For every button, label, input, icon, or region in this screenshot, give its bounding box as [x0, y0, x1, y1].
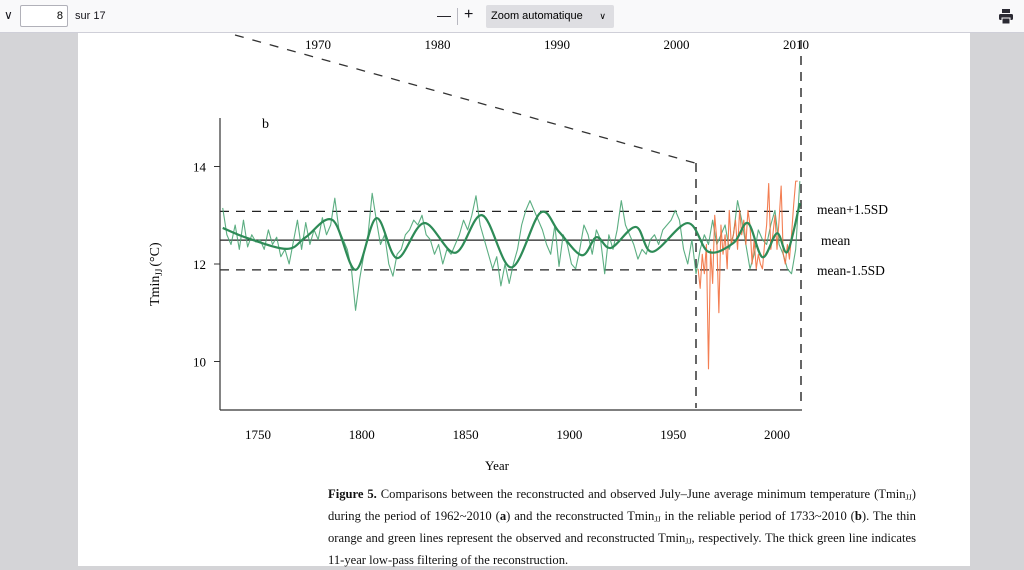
axes: 10 12 14 1750 1800 1850 1900 1950 2000 [193, 118, 802, 442]
reference-label: mean-1.5SD [817, 263, 885, 278]
caption-sub: JJ [905, 493, 912, 502]
figure-caption: Figure 5. Comparisons between the recons… [328, 485, 916, 570]
caption-sub: JJ [654, 515, 661, 524]
y-tick-label: 14 [193, 160, 207, 175]
reference-label: mean [821, 233, 850, 248]
reference-label: mean+1.5SD [817, 202, 888, 217]
y-label-sub: JJ [154, 268, 164, 276]
x-tick-label: 1950 [660, 427, 686, 442]
printer-icon[interactable] [999, 9, 1013, 24]
panel-a-x-tick-label: 1990 [544, 37, 570, 52]
page-total-label: sur 17 [75, 10, 106, 22]
zoom-in-button[interactable]: + [464, 6, 474, 23]
chevron-down-icon: ∨ [599, 11, 606, 21]
y-tick-label: 10 [193, 355, 206, 370]
low-pass-filtered-line [222, 202, 801, 271]
chevron-down-icon[interactable]: ∨ [4, 8, 13, 22]
caption-text: in the reliable period of 1733~2010 ( [660, 509, 855, 523]
reference-lines: mean+1.5SD mean mean-1.5SD [220, 202, 888, 278]
x-tick-label: 1850 [453, 427, 479, 442]
y-label-main: Tmin [148, 276, 163, 306]
panel-a-remnant: 1970 1980 1990 2000 2010 [234, 34, 809, 408]
y-label-unit: (°C) [148, 242, 163, 267]
panel-a-x-tick-label: 1980 [425, 37, 451, 52]
y-axis-label: TminJJ(°C) [148, 242, 164, 306]
caption-text: ) and the reconstructed Tmin [506, 509, 655, 523]
panel-a-x-tick-label: 2000 [664, 37, 690, 52]
caption-figure-label: Figure 5. [328, 487, 377, 501]
x-axis-label: Year [485, 458, 510, 473]
x-tick-label: 1900 [556, 427, 582, 442]
caption-sub: JJ [685, 537, 692, 546]
panel-label-b: b [262, 117, 269, 132]
toolbar-separator [457, 8, 458, 25]
caption-panel-a: a [499, 509, 507, 523]
y-tick-label: 12 [193, 257, 206, 272]
svg-text:TminJJ(°C): TminJJ(°C) [148, 242, 164, 306]
caption-panel-b: b [854, 509, 862, 523]
caption-text: , respectively. The thick green line ind… [328, 531, 917, 567]
reconstructed-line [222, 181, 801, 311]
zoom-select[interactable]: Zoom automatique ∨ [486, 5, 614, 28]
pdf-page [78, 33, 970, 566]
zoom-connector-line [234, 34, 696, 164]
caption-text: ) during the period of 1962~2010 ( [328, 487, 916, 523]
observed-line [697, 180, 798, 370]
panel-a-x-tick-label: 1970 [305, 37, 331, 52]
caption-text: ). The thin orange and green lines repre… [328, 509, 916, 545]
x-tick-label: 1800 [349, 427, 375, 442]
x-tick-label: 1750 [245, 427, 271, 442]
zoom-select-value: Zoom automatique [491, 10, 583, 22]
caption-text: Comparisons between the reconstructed an… [376, 487, 906, 501]
x-tick-label: 2000 [764, 427, 790, 442]
pdf-toolbar: ∨ 8 sur 17 — + Zoom automatique ∨ [0, 0, 1024, 33]
page-number-input[interactable]: 8 [20, 5, 68, 27]
zoom-out-button[interactable]: — [437, 7, 451, 23]
series-lines [222, 180, 801, 370]
panel-a-x-tick-label: 2010 [783, 37, 809, 52]
